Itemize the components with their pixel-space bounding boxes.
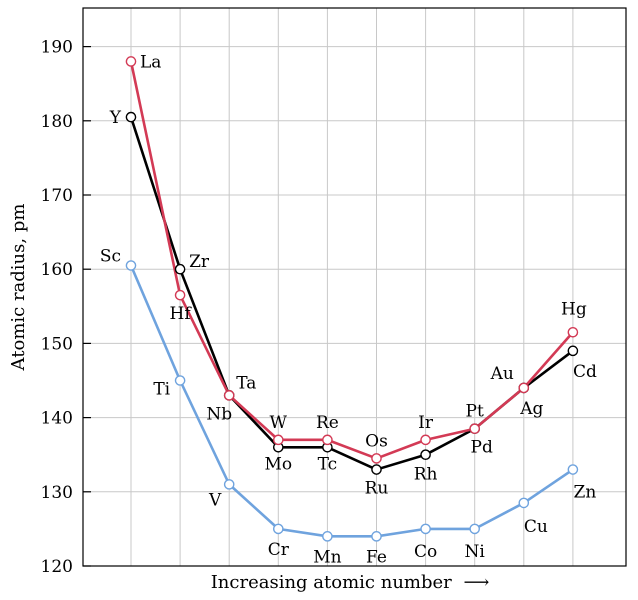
point-label-Sc: Sc xyxy=(100,246,121,266)
data-point-Ir xyxy=(420,434,431,446)
data-point-Os xyxy=(371,453,382,464)
data-point-Zn xyxy=(567,464,579,475)
point-label-Fe: Fe xyxy=(366,547,387,567)
point-label-Ag: Ag xyxy=(519,399,543,419)
point-label-Y: Y xyxy=(109,108,122,128)
y-tick-label: 150 xyxy=(41,334,73,354)
data-point-Re xyxy=(322,434,333,446)
point-label-Ti: Ti xyxy=(153,380,170,400)
data-point-Cr xyxy=(272,523,284,535)
point-label-Zr: Zr xyxy=(189,252,210,272)
point-label-W: W xyxy=(270,413,288,433)
data-point-Rh xyxy=(420,449,431,461)
y-tick-label: 140 xyxy=(41,409,73,429)
point-label-Co: Co xyxy=(414,542,437,562)
data-point-La xyxy=(125,56,137,67)
data-point-Fe xyxy=(371,531,382,542)
data-point-V xyxy=(223,479,235,490)
point-label-Tc: Tc xyxy=(318,454,338,474)
y-tick-label: 180 xyxy=(41,112,73,132)
data-point-W xyxy=(272,434,284,446)
point-label-Nb: Nb xyxy=(206,404,232,424)
point-label-Mn: Mn xyxy=(313,547,341,567)
grid-layer xyxy=(83,8,626,566)
series-line-period6 xyxy=(129,61,574,460)
point-label-Pd: Pd xyxy=(471,438,493,458)
x-axis-arrow: ⟶ xyxy=(464,572,490,593)
data-point-Ni xyxy=(469,523,481,535)
series-line-period4 xyxy=(129,264,574,538)
point-label-Ru: Ru xyxy=(365,479,389,499)
point-label-Os: Os xyxy=(365,431,388,451)
point-label-Hf: Hf xyxy=(170,304,193,324)
y-tick-label: 170 xyxy=(41,186,73,206)
data-point-Y xyxy=(125,111,137,123)
point-label-Au: Au xyxy=(490,364,514,384)
data-point-Ru xyxy=(371,464,382,475)
point-label-Cd: Cd xyxy=(573,362,597,382)
y-tick-label: 130 xyxy=(41,483,73,503)
data-point-Cu xyxy=(518,497,530,509)
y-tick-label: 190 xyxy=(41,38,73,58)
data-point-Hg xyxy=(567,326,579,338)
point-label-Hg: Hg xyxy=(561,299,587,319)
point-label-Cu: Cu xyxy=(524,517,548,537)
data-point-Ti xyxy=(174,375,186,386)
point-label-Mo: Mo xyxy=(264,454,292,474)
data-point-Co xyxy=(420,523,431,535)
point-labels: Sc Ti V Cr Mn Fe Co Ni Cu Zn Y Zr Nb Mo Tc Ru Rh Pd Ag Cd La… xyxy=(100,52,597,567)
point-label-Re: Re xyxy=(316,413,339,433)
data-point-Sc xyxy=(125,260,137,271)
point-label-Ir: Ir xyxy=(418,413,434,433)
data-point-Cd xyxy=(567,345,579,357)
data-point-Mn xyxy=(322,531,333,542)
data-point-Ta xyxy=(223,390,235,401)
series-layer xyxy=(125,56,579,542)
point-label-Zn: Zn xyxy=(574,483,597,503)
data-point-Zr xyxy=(174,263,186,275)
y-tick-label: 160 xyxy=(41,260,73,280)
y-axis-ticks: 120 130 140 150 160 170 180 190 xyxy=(41,38,91,577)
data-point-Hf xyxy=(174,289,186,301)
point-label-Ta: Ta xyxy=(236,373,256,393)
point-label-V: V xyxy=(208,490,222,510)
data-point-Pt xyxy=(469,423,481,435)
y-tick-label: 120 xyxy=(41,557,73,577)
point-label-Cr: Cr xyxy=(268,540,290,560)
point-label-Pt: Pt xyxy=(466,402,484,422)
plot-frame xyxy=(82,7,627,567)
x-axis-title: Increasing atomic number ⟶ xyxy=(211,572,490,593)
y-axis-title: Atomic radius, pm xyxy=(8,204,29,372)
point-label-Ni: Ni xyxy=(465,542,486,562)
point-label-La: La xyxy=(140,52,161,72)
x-axis-title-text: Increasing atomic number xyxy=(211,572,452,593)
point-label-Rh: Rh xyxy=(414,465,438,485)
data-point-Au xyxy=(518,382,530,394)
